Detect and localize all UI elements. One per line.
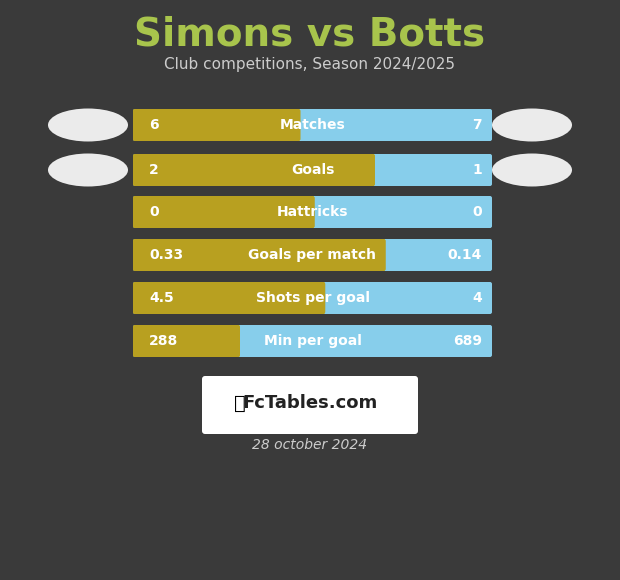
Text: Goals: Goals	[291, 163, 334, 177]
Text: 28 october 2024: 28 october 2024	[252, 438, 368, 452]
FancyBboxPatch shape	[133, 325, 240, 357]
Text: 0.33: 0.33	[149, 248, 183, 262]
Text: 4.5: 4.5	[149, 291, 174, 305]
Text: 6: 6	[149, 118, 159, 132]
FancyBboxPatch shape	[133, 109, 492, 141]
FancyBboxPatch shape	[133, 109, 300, 141]
FancyBboxPatch shape	[133, 196, 492, 228]
Text: 288: 288	[149, 334, 179, 348]
Text: 2: 2	[149, 163, 159, 177]
Text: 0: 0	[472, 205, 482, 219]
Text: 689: 689	[453, 334, 482, 348]
Text: Min per goal: Min per goal	[264, 334, 361, 348]
Text: Club competitions, Season 2024/2025: Club competitions, Season 2024/2025	[164, 57, 456, 72]
FancyBboxPatch shape	[133, 109, 300, 141]
Text: Simons vs Botts: Simons vs Botts	[135, 16, 485, 54]
Text: 1: 1	[472, 163, 482, 177]
FancyBboxPatch shape	[133, 239, 492, 271]
FancyBboxPatch shape	[133, 239, 386, 271]
Ellipse shape	[492, 108, 572, 142]
FancyBboxPatch shape	[133, 154, 375, 186]
Ellipse shape	[492, 154, 572, 187]
FancyBboxPatch shape	[133, 154, 375, 186]
Text: Matches: Matches	[280, 118, 345, 132]
FancyBboxPatch shape	[133, 282, 325, 314]
Text: 0: 0	[149, 205, 159, 219]
Text: Shots per goal: Shots per goal	[255, 291, 370, 305]
Text: 0.14: 0.14	[448, 248, 482, 262]
FancyBboxPatch shape	[133, 325, 240, 357]
Text: 4: 4	[472, 291, 482, 305]
FancyBboxPatch shape	[133, 325, 492, 357]
FancyBboxPatch shape	[133, 196, 314, 228]
FancyBboxPatch shape	[133, 282, 325, 314]
FancyBboxPatch shape	[133, 154, 492, 186]
Text: Hattricks: Hattricks	[277, 205, 348, 219]
FancyBboxPatch shape	[133, 196, 314, 228]
Text: 📊: 📊	[234, 393, 246, 412]
Ellipse shape	[48, 108, 128, 142]
Ellipse shape	[48, 154, 128, 187]
FancyBboxPatch shape	[202, 376, 418, 434]
Text: Goals per match: Goals per match	[249, 248, 376, 262]
Text: 7: 7	[472, 118, 482, 132]
FancyBboxPatch shape	[133, 282, 492, 314]
FancyBboxPatch shape	[133, 239, 386, 271]
Text: FcTables.com: FcTables.com	[242, 394, 378, 412]
